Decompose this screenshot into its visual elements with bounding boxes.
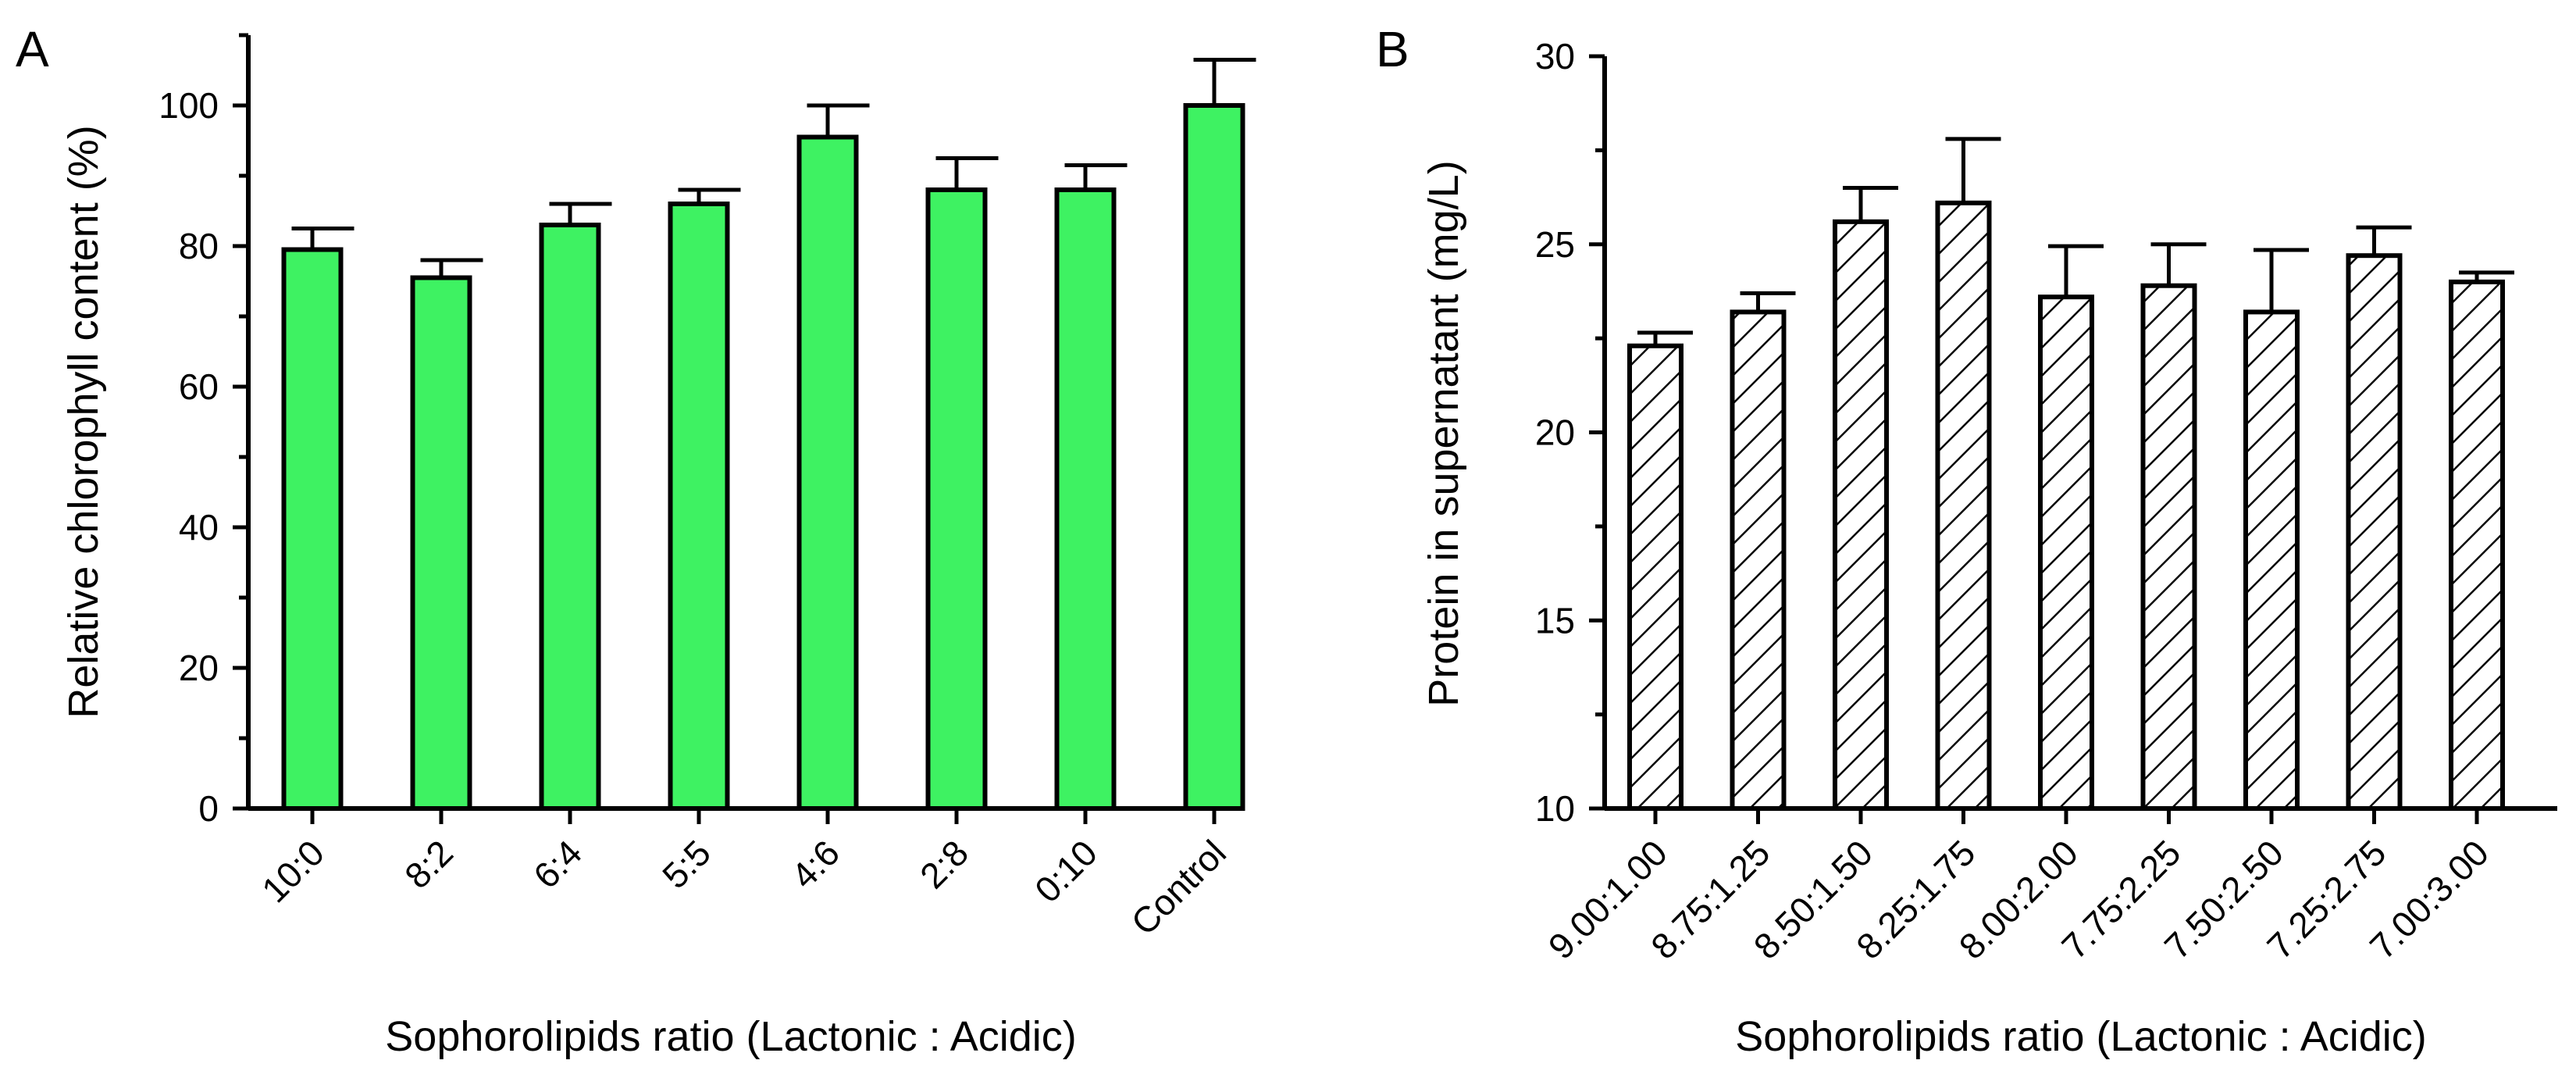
- panel-b-bar: [1833, 219, 1889, 811]
- panel-a-y-tick-label: 40: [179, 507, 219, 548]
- panel-a-x-tick-label: 2:8: [912, 832, 976, 896]
- panel-a-y-tick-label: 60: [179, 366, 219, 407]
- panel-a-x-tick-label: 10:0: [254, 832, 332, 910]
- panel-b-bar: [2140, 283, 2197, 811]
- panel-a-bar: [668, 202, 730, 811]
- panel-a-bar: [925, 187, 988, 811]
- panel-b-letter: B: [1376, 21, 1409, 77]
- panel-b-bar: [2346, 253, 2403, 811]
- panel-b-bars: [1627, 137, 2514, 812]
- panel-a-bar-chart: A 0 20 40 60 80 100 10:0 8:2 6:4 5:5 4:6 2:8 0:10 Co…: [16, 21, 1256, 1060]
- panel-a-bar: [281, 247, 344, 811]
- panel-b-bar: [2038, 294, 2094, 812]
- panel-b-x-axis-title: Sophorolipids ratio (Lactonic : Acidic): [1735, 1013, 2426, 1060]
- panel-a-x-tick-label: 6:4: [526, 832, 590, 896]
- panel-a-y-tick-label: 0: [198, 788, 219, 829]
- panel-b-bar: [2449, 279, 2505, 811]
- panel-b-y-tick-label: 20: [1535, 412, 1575, 453]
- panel-b-y-tick-label: 25: [1535, 224, 1575, 265]
- panel-b-y-tick-label: 30: [1535, 36, 1575, 77]
- panel-a-x-tick-label: 8:2: [397, 832, 461, 896]
- panel-a-x-tick-label: 4:6: [783, 832, 847, 896]
- panel-b-bar: [1627, 343, 1683, 811]
- panel-b-y-tick-label: 10: [1535, 788, 1575, 829]
- panel-a-x-tick-label: 5:5: [654, 832, 718, 896]
- panel-b-y-tick-label: 15: [1535, 600, 1575, 641]
- panel-a-x-tick-label: Control: [1123, 832, 1234, 943]
- panel-a-letter: A: [16, 21, 49, 77]
- panel-b-bar: [1730, 309, 1787, 812]
- panel-b-bar: [2243, 309, 2300, 812]
- panel-b-bar-chart: B 10 15 20 25 30 9.00:1.008.75:1.258.50:1.50…: [1376, 21, 2557, 1060]
- panel-a-y-tick-label: 100: [159, 85, 219, 126]
- panel-b-bar: [1935, 200, 1992, 812]
- panel-a-y-tick-label: 20: [179, 648, 219, 688]
- panel-a-bar: [539, 223, 601, 811]
- panel-a-y-axis-title: Relative chlorophyll content (%): [60, 125, 107, 718]
- panel-b-x-ticks: 9.00:1.008.75:1.258.50:1.508.25:1.758.00…: [1541, 808, 2496, 967]
- panel-a-bar: [1183, 103, 1245, 811]
- panel-a-bar: [796, 134, 859, 811]
- panel-a-y-ticks: 0 20 40 60 80 100: [159, 33, 248, 829]
- panel-b-y-axis-title: Protein in supernatant (mg/L): [1420, 160, 1467, 706]
- panel-a-x-tick-label: 0:10: [1027, 832, 1105, 910]
- panel-a-bar: [410, 275, 472, 811]
- panel-a-bar: [1054, 187, 1117, 811]
- panel-a-x-axis-title: Sophorolipids ratio (Lactonic : Acidic): [385, 1013, 1076, 1060]
- panel-a-y-tick-label: 80: [179, 226, 219, 266]
- panel-a-bars: [281, 58, 1256, 811]
- panel-a-x-ticks: 10:0 8:2 6:4 5:5 4:6 2:8 0:10 Control: [254, 808, 1234, 943]
- panel-b-y-ticks: 10 15 20 25 30: [1535, 36, 1605, 829]
